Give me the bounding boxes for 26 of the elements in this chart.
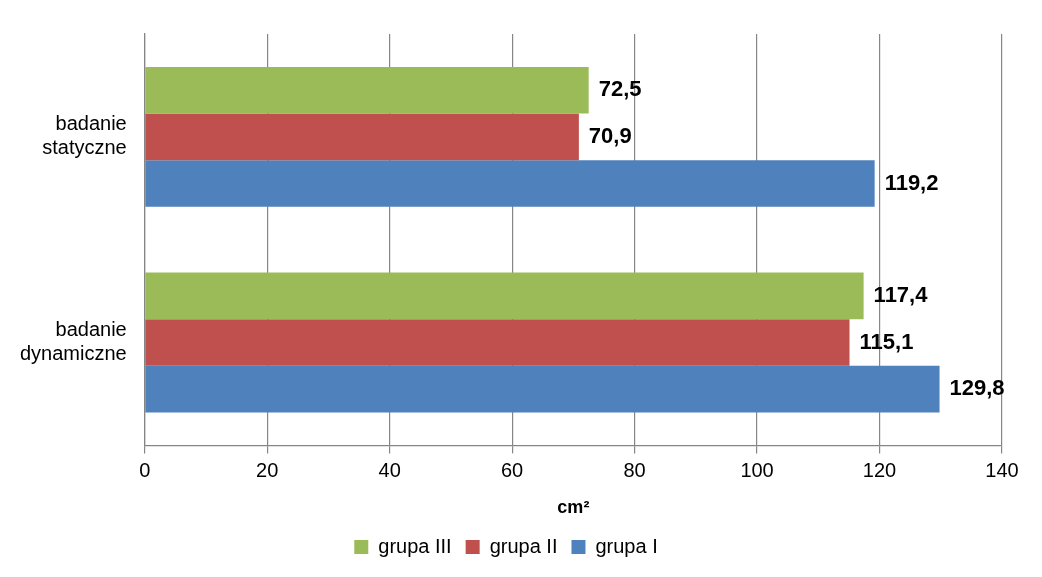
legend-label: grupa II [489,534,558,557]
x-axis-title: cm² [557,497,590,518]
data-label: 117,4 [873,281,929,307]
x-tick-label: 120 [862,458,897,481]
legend-label: grupa I [595,534,658,557]
data-label: 72,5 [598,76,642,102]
data-label: 115,1 [859,328,914,354]
data-label: 70,9 [588,122,632,148]
x-tick-label: 80 [623,458,646,481]
x-tick-label: 100 [740,458,774,481]
legend-label: grupa III [378,534,452,557]
bar [145,66,589,114]
y-tick-label: badanie dynamiczne [20,318,127,365]
bar [145,113,579,161]
x-tick-label: 40 [378,458,401,481]
bar [145,319,850,366]
bar [145,160,875,207]
bar [145,365,940,413]
x-tick-label: 20 [256,458,279,481]
y-tick-label: badanie statyczne [42,112,127,159]
data-label: 129,8 [949,375,1005,401]
x-tick-label: 140 [985,458,1019,481]
x-tick-label: 0 [139,458,151,481]
data-label: 119,2 [884,169,939,195]
x-tick-label: 60 [501,458,524,481]
bar [145,272,864,320]
